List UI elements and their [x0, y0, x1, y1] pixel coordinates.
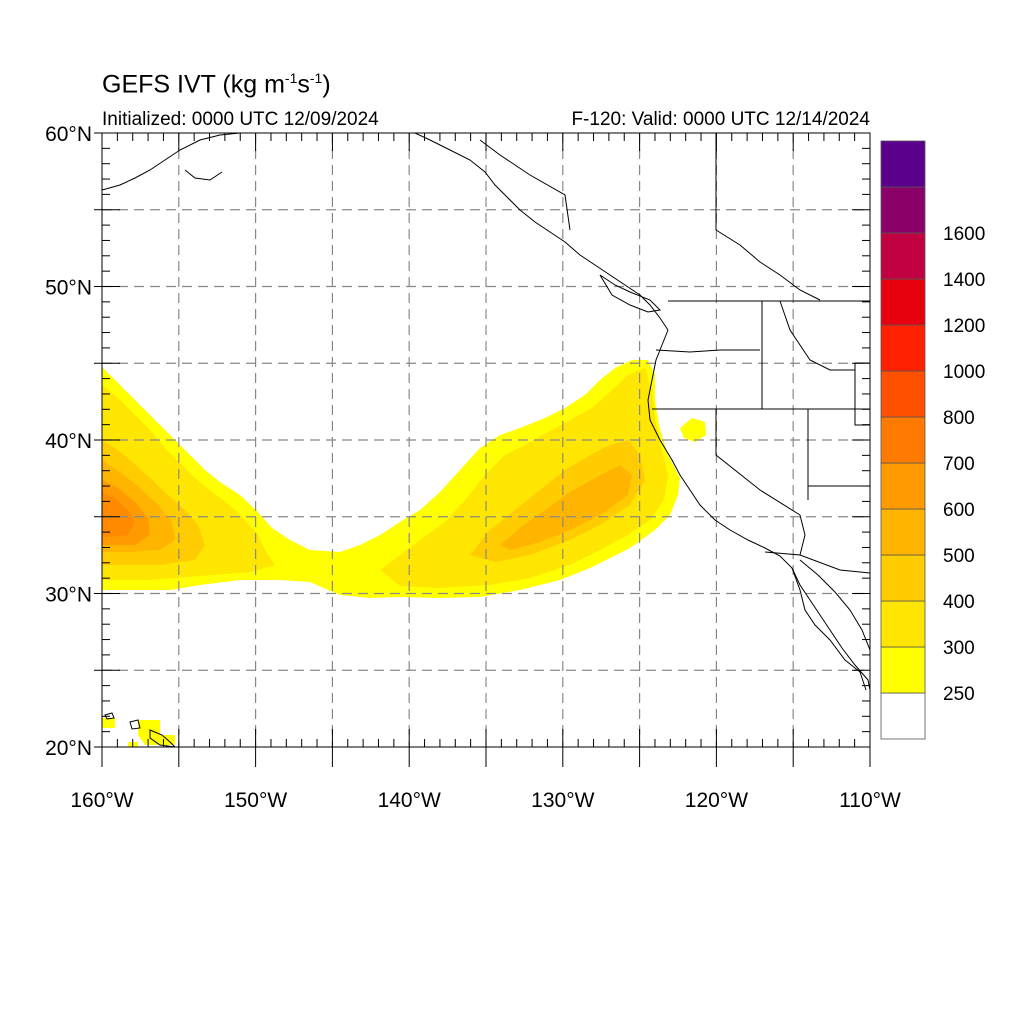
lon-tick-label: 130°W: [531, 789, 594, 812]
lon-tick-label: 110°W: [839, 789, 901, 812]
colorbar-label: 1600: [943, 224, 985, 245]
colorbar-label: 700: [943, 454, 975, 475]
colorbar-label: 1000: [943, 362, 985, 383]
lon-tick-label: 120°W: [685, 789, 748, 812]
hawaii-island: [104, 712, 115, 720]
lat-tick-label: 30°N: [45, 584, 92, 607]
colorbar-label: 800: [943, 408, 975, 429]
canada-coast-north: [715, 229, 821, 301]
initialized-label: Initialized: 0000 UTC 12/09/2024: [102, 109, 379, 130]
hawaii-island: [129, 719, 141, 730]
alaska-peninsula: [184, 169, 223, 181]
lat-tick-label: 50°N: [45, 277, 92, 300]
map-axes: 160°W 150°W 140°W 130°W 120°W 110°W 60°N 50°N 40…: [45, 123, 901, 812]
lat-tick-label: 40°N: [45, 430, 92, 453]
colorbar-label: 500: [943, 546, 975, 567]
alaska-panhandle-coast: [414, 133, 669, 331]
colorbar-segment: [880, 140, 926, 188]
ivt-contour-500: [500, 465, 632, 550]
colorbar-label: 300: [943, 638, 975, 659]
ivt-contour-250: [102, 718, 115, 728]
nevada-california-border: [715, 409, 801, 516]
ivt-contour-700: [102, 492, 135, 537]
hawaii-island: [149, 729, 176, 747]
montana-border: [779, 300, 855, 371]
lon-tick-label: 160°W: [70, 789, 133, 812]
colorbar-segment: [880, 232, 926, 280]
colorbar-label: 250: [943, 684, 975, 705]
valid-time-label: F-120: Valid: 0000 UTC 12/14/2024: [571, 109, 870, 130]
lon-tick-label: 140°W: [378, 789, 441, 812]
colorbar-label: 1200: [943, 316, 985, 337]
lat-tick-label: 60°N: [45, 123, 92, 146]
colorbar-label: 1400: [943, 270, 985, 291]
colorbar-label: 600: [943, 500, 975, 521]
colorbar-segment: [880, 462, 926, 510]
colorbar-segment: [880, 646, 926, 694]
lat-tick-label: 20°N: [45, 737, 92, 760]
canada-bc-border: [479, 139, 571, 231]
us-west-coast: [647, 329, 870, 691]
colorbar: 250 300 400 500 600 700 800 1000 1200 1400 1600: [880, 140, 985, 740]
colorbar-label: 400: [943, 592, 975, 613]
colorbar-segment: [880, 600, 926, 648]
ivt-contour-300: [380, 368, 668, 588]
colorbar-segment: [880, 554, 926, 602]
lat-lon-grid: [102, 133, 870, 747]
colorbar-segment: [880, 324, 926, 372]
colorbar-segment: [880, 370, 926, 418]
gulf-of-california: [799, 559, 870, 651]
mexico-border: [764, 551, 870, 574]
coastlines: [102, 133, 870, 747]
arizona-west: [799, 514, 806, 556]
colorbar-segment: [880, 186, 926, 234]
alaska-coastline: [102, 133, 241, 191]
oregon-washington-border: [655, 349, 760, 353]
figure-title: GEFS IVT (kg m-1s-1): [102, 70, 331, 99]
ivt-contour-250: [680, 418, 706, 442]
colorbar-segment: [880, 278, 926, 326]
colorbar-segment: [880, 692, 926, 740]
vancouver-island: [599, 274, 662, 313]
ivt-shading: [102, 360, 706, 747]
colorbar-segment: [880, 508, 926, 556]
lon-tick-label: 150°W: [224, 789, 287, 812]
colorbar-segment: [880, 416, 926, 464]
